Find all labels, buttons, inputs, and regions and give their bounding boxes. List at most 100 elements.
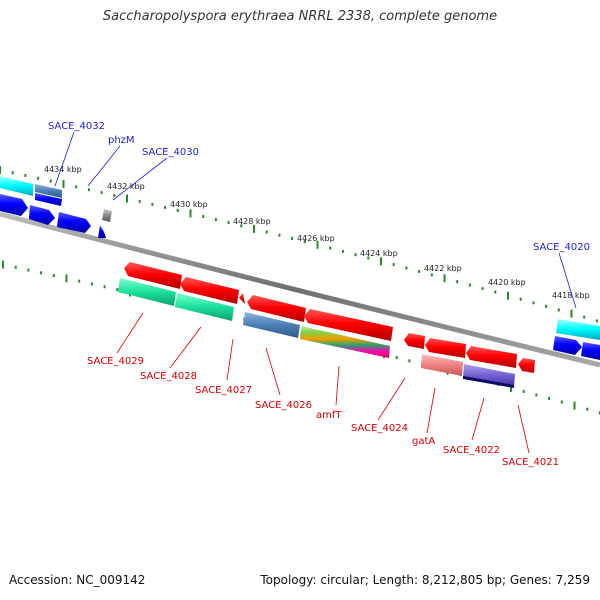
- gene-label-forward[interactable]: SACE_4032: [48, 121, 105, 132]
- minor-tick: [494, 290, 497, 294]
- minor-tick: [52, 274, 55, 277]
- gene-arrow[interactable]: [0, 176, 33, 196]
- major-tick: [380, 257, 382, 266]
- minor-tick: [265, 230, 268, 234]
- map-title: Saccharopolyspora erythraea NRRL 2338, c…: [102, 9, 498, 24]
- gene-arrow[interactable]: [421, 354, 463, 376]
- minor-tick: [560, 400, 563, 404]
- gene-label-forward[interactable]: SACE_4020: [533, 242, 590, 253]
- minor-tick: [87, 188, 90, 192]
- minor-tick: [78, 279, 81, 283]
- scale-label: 4424 kbp: [360, 249, 398, 258]
- gene-arrow[interactable]: [404, 333, 425, 349]
- leader-line: [558, 252, 577, 309]
- minor-tick: [548, 397, 551, 400]
- minor-tick: [303, 240, 306, 244]
- gene-arrow[interactable]: [98, 225, 106, 238]
- leader-line: [54, 131, 75, 187]
- minor-tick: [595, 319, 598, 323]
- gene-arrow[interactable]: [239, 293, 245, 304]
- minor-tick: [430, 273, 433, 277]
- gene-arrow[interactable]: [247, 295, 306, 322]
- gene-arrow[interactable]: [175, 293, 234, 321]
- gene-label-reverse[interactable]: SACE_4022: [443, 445, 500, 456]
- minor-tick: [598, 411, 600, 415]
- minor-tick: [14, 265, 17, 269]
- gene-arrow[interactable]: [35, 193, 62, 206]
- scale-label: 4434 kbp: [44, 165, 82, 174]
- minor-tick: [405, 266, 408, 270]
- minor-tick: [392, 263, 395, 267]
- major-tick: [189, 209, 192, 218]
- major-tick: [570, 309, 573, 318]
- gene-label-reverse[interactable]: SACE_4021: [502, 457, 559, 468]
- minor-tick: [113, 194, 116, 197]
- minor-tick: [240, 224, 243, 228]
- gene-label-reverse[interactable]: SACE_4028: [140, 371, 197, 382]
- minor-tick: [40, 271, 43, 275]
- gene-label-reverse[interactable]: amfT: [316, 410, 342, 421]
- scale-label: 4428 kbp: [233, 217, 271, 226]
- gene-arrow[interactable]: [300, 326, 390, 358]
- scale-label: 4422 kbp: [424, 264, 462, 273]
- major-tick: [510, 383, 512, 392]
- gene-arrow[interactable]: [463, 364, 515, 387]
- gene-arrow[interactable]: [124, 262, 182, 289]
- forward-genes: [0, 176, 600, 360]
- leader-line: [226, 338, 234, 381]
- gene-arrow[interactable]: [102, 209, 112, 222]
- gene-label-reverse[interactable]: gatA: [412, 436, 435, 447]
- gene-arrow[interactable]: [425, 338, 466, 358]
- minor-tick: [481, 287, 484, 291]
- minor-tick: [176, 208, 179, 212]
- major-tick: [126, 194, 128, 203]
- gene-arrow[interactable]: [463, 376, 514, 388]
- scale-label: 4430 kbp: [170, 200, 208, 209]
- leader-line: [426, 387, 436, 434]
- gene-arrow[interactable]: [581, 342, 600, 360]
- leader-line: [169, 326, 202, 369]
- reverse-gene-labels: [116, 312, 530, 454]
- gene-label-reverse[interactable]: SACE_4027: [195, 385, 252, 396]
- scale-label: 4426 kbp: [297, 234, 335, 243]
- gene-arrow[interactable]: [553, 336, 582, 355]
- topology-summary: Topology: circular; Length: 8,212,805 bp…: [260, 573, 590, 587]
- minor-tick: [545, 304, 548, 308]
- gene-arrow[interactable]: [35, 184, 62, 198]
- major-tick: [316, 240, 319, 249]
- minor-tick: [24, 174, 27, 177]
- leader-line: [377, 377, 406, 421]
- minor-tick: [557, 308, 560, 312]
- gene-arrow[interactable]: [466, 346, 517, 368]
- major-tick: [507, 291, 509, 300]
- gene-arrow[interactable]: [29, 205, 55, 225]
- gene-arrow[interactable]: [304, 309, 393, 341]
- minor-tick: [49, 179, 52, 183]
- leader-line: [265, 347, 281, 396]
- minor-tick: [456, 280, 459, 284]
- minor-tick: [202, 215, 205, 218]
- minor-tick: [519, 297, 522, 301]
- gene-arrow[interactable]: [57, 212, 91, 233]
- gene-arrow[interactable]: [243, 312, 300, 338]
- gene-label-forward[interactable]: phzM: [108, 135, 135, 146]
- minor-tick: [75, 185, 78, 189]
- minor-tick: [468, 283, 471, 287]
- gene-label-reverse[interactable]: SACE_4029: [87, 356, 144, 367]
- gene-label-reverse[interactable]: SACE_4026: [255, 400, 312, 411]
- gene-label-forward[interactable]: SACE_4030: [142, 147, 199, 158]
- minor-tick: [535, 393, 538, 397]
- minor-tick: [27, 268, 30, 272]
- leader-line: [112, 157, 168, 201]
- gene-arrow[interactable]: [556, 319, 600, 340]
- backbone: [0, 211, 600, 368]
- minor-tick: [395, 356, 398, 359]
- gene-arrow[interactable]: [518, 358, 535, 373]
- gene-label-reverse[interactable]: SACE_4024: [351, 423, 408, 434]
- gene-arrow[interactable]: [118, 278, 176, 306]
- leader-line: [87, 145, 121, 187]
- gene-arrow[interactable]: [0, 194, 28, 216]
- minor-tick: [367, 256, 370, 260]
- gene-arrow[interactable]: [180, 277, 239, 304]
